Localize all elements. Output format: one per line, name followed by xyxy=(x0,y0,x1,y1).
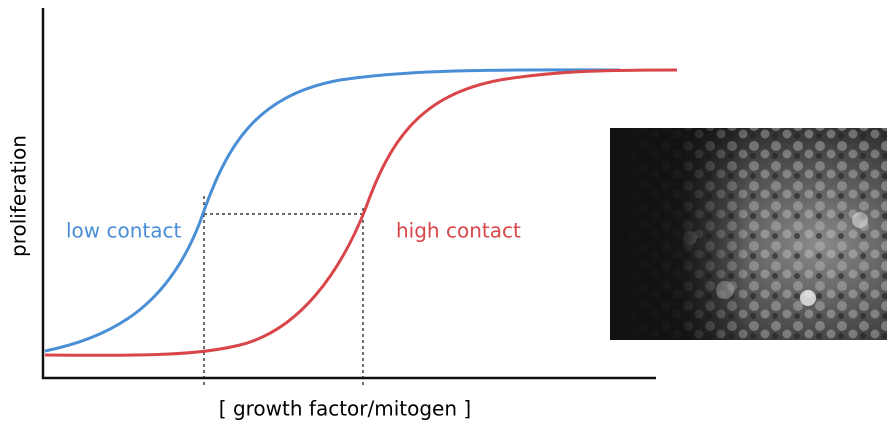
micrograph xyxy=(610,128,887,340)
curve-label: low contact xyxy=(66,219,182,243)
diagram: low contact high contact proliferation [… xyxy=(0,0,887,427)
high-contact-curve xyxy=(45,70,677,355)
curve-label: high contact xyxy=(396,219,521,243)
guides xyxy=(204,196,363,388)
low-contact-curve xyxy=(45,70,620,351)
x-axis-label: [ growth factor/mitogen ] xyxy=(219,397,471,421)
y-axis-label: proliferation xyxy=(7,135,31,257)
